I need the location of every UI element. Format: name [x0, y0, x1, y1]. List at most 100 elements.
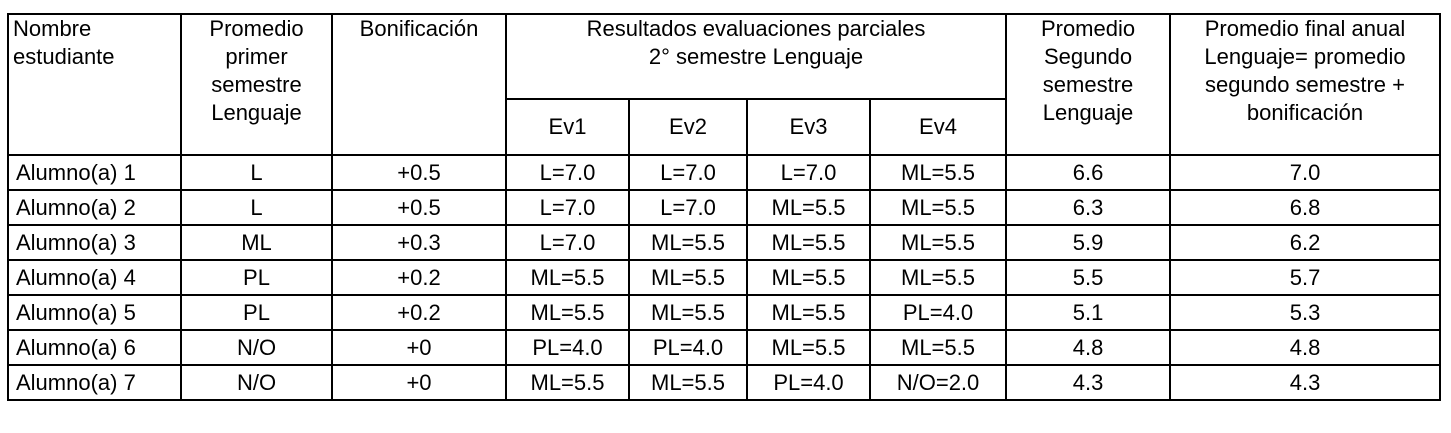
- second-semester-cell: 5.5: [1005, 259, 1172, 296]
- header-line: Lenguaje: [211, 100, 302, 125]
- ev1-cell: L=7.0: [505, 154, 630, 191]
- table-row: Alumno(a) 5 PL +0.2 ML=5.5 ML=5.5 ML=5.5…: [7, 294, 1442, 331]
- ev1-cell: ML=5.5: [505, 259, 630, 296]
- second-semester-cell: 4.8: [1005, 329, 1172, 366]
- table-row: Alumno(a) 7 N/O +0 ML=5.5 ML=5.5 PL=4.0 …: [7, 364, 1442, 401]
- table-body: Alumno(a) 1 L +0.5 L=7.0 L=7.0 L=7.0 ML=…: [7, 154, 1442, 401]
- first-semester-cell: N/O: [180, 329, 333, 366]
- header-first-semester-average: Promedio primer semestre Lenguaje: [180, 13, 333, 156]
- ev3-cell: ML=5.5: [746, 259, 871, 296]
- first-semester-cell: PL: [180, 259, 333, 296]
- header-ev4: Ev4: [868, 98, 1008, 156]
- first-semester-cell: ML: [180, 224, 333, 261]
- header-line: Nombre: [13, 16, 92, 41]
- table-row: Alumno(a) 6 N/O +0 PL=4.0 PL=4.0 ML=5.5 …: [7, 329, 1442, 366]
- bonus-cell: +0.3: [331, 224, 507, 261]
- final-average-cell: 4.8: [1169, 329, 1442, 366]
- grades-table: Nombre estudiante Promedio primer semest…: [7, 13, 1442, 401]
- header-line: Promedio: [209, 16, 304, 41]
- second-semester-cell: 6.6: [1005, 154, 1172, 191]
- ev4-cell: ML=5.5: [868, 224, 1008, 261]
- student-name-cell: Alumno(a) 7: [7, 364, 182, 401]
- second-semester-cell: 4.3: [1005, 364, 1172, 401]
- ev3-cell: L=7.0: [746, 154, 871, 191]
- table-row: Alumno(a) 1 L +0.5 L=7.0 L=7.0 L=7.0 ML=…: [7, 154, 1442, 191]
- student-name-cell: Alumno(a) 3: [7, 224, 182, 261]
- student-name-cell: Alumno(a) 6: [7, 329, 182, 366]
- header-student-name: Nombre estudiante: [7, 13, 182, 156]
- ev4-cell: ML=5.5: [868, 154, 1008, 191]
- header-line: 2° semestre Lenguaje: [648, 44, 864, 69]
- student-name-cell: Alumno(a) 2: [7, 189, 182, 226]
- ev2-cell: ML=5.5: [628, 259, 748, 296]
- student-name-cell: Alumno(a) 4: [7, 259, 182, 296]
- header-ev1: Ev1: [505, 98, 630, 156]
- ev4-cell: PL=4.0: [868, 294, 1008, 331]
- student-name-cell: Alumno(a) 5: [7, 294, 182, 331]
- header-line: Bonificación: [359, 16, 479, 41]
- ev3-cell: ML=5.5: [746, 189, 871, 226]
- ev4-cell: ML=5.5: [868, 259, 1008, 296]
- bonus-cell: +0.2: [331, 294, 507, 331]
- bonus-cell: +0: [331, 329, 507, 366]
- first-semester-cell: PL: [180, 294, 333, 331]
- ev1-cell: ML=5.5: [505, 364, 630, 401]
- final-average-cell: 5.7: [1169, 259, 1442, 296]
- header-line: Resultados evaluaciones parciales: [586, 16, 926, 41]
- header-line: Promedio final anual: [1204, 16, 1406, 41]
- first-semester-cell: L: [180, 189, 333, 226]
- header-ev3: Ev3: [746, 98, 871, 156]
- table-header: Nombre estudiante Promedio primer semest…: [7, 13, 1442, 156]
- second-semester-cell: 6.3: [1005, 189, 1172, 226]
- header-line: Segundo: [1043, 44, 1133, 69]
- ev4-cell: N/O=2.0: [868, 364, 1008, 401]
- bonus-cell: +0: [331, 364, 507, 401]
- table-row: Alumno(a) 4 PL +0.2 ML=5.5 ML=5.5 ML=5.5…: [7, 259, 1442, 296]
- ev2-cell: L=7.0: [628, 189, 748, 226]
- second-semester-cell: 5.9: [1005, 224, 1172, 261]
- final-average-cell: 6.8: [1169, 189, 1442, 226]
- header-row-evaluations: Ev1 Ev2 Ev3 Ev4: [8, 98, 1440, 156]
- final-average-cell: 7.0: [1169, 154, 1442, 191]
- header-line: semestre: [211, 72, 302, 97]
- ev3-cell: PL=4.0: [746, 364, 871, 401]
- final-average-cell: 6.2: [1169, 224, 1442, 261]
- ev3-cell: ML=5.5: [746, 294, 871, 331]
- ev1-cell: L=7.0: [505, 189, 630, 226]
- bonus-cell: +0.5: [331, 189, 507, 226]
- ev4-cell: ML=5.5: [868, 189, 1008, 226]
- header-line: semestre: [1042, 72, 1134, 97]
- header-line: primer: [225, 44, 288, 69]
- ev2-cell: PL=4.0: [628, 329, 748, 366]
- ev3-cell: ML=5.5: [746, 329, 871, 366]
- final-average-cell: 4.3: [1169, 364, 1442, 401]
- ev1-cell: ML=5.5: [505, 294, 630, 331]
- header-line: Promedio: [1040, 16, 1136, 41]
- header-line: Lenguaje: [1042, 100, 1134, 125]
- ev4-cell: ML=5.5: [868, 329, 1008, 366]
- second-semester-cell: 5.1: [1005, 294, 1172, 331]
- header-bonus: Bonificación: [331, 13, 507, 156]
- ev3-cell: ML=5.5: [746, 224, 871, 261]
- ev2-cell: ML=5.5: [628, 294, 748, 331]
- header-line: estudiante: [13, 44, 115, 69]
- student-name-cell: Alumno(a) 1: [7, 154, 182, 191]
- ev2-cell: ML=5.5: [628, 364, 748, 401]
- ev1-cell: L=7.0: [505, 224, 630, 261]
- header-line: segundo semestre +: [1205, 72, 1405, 97]
- ev2-cell: L=7.0: [628, 154, 748, 191]
- bonus-cell: +0.5: [331, 154, 507, 191]
- header-partial-evaluations: Resultados evaluaciones parciales 2° sem…: [504, 13, 1008, 100]
- table-row: Alumno(a) 2 L +0.5 L=7.0 L=7.0 ML=5.5 ML…: [7, 189, 1442, 226]
- first-semester-cell: L: [180, 154, 333, 191]
- header-final-annual-average: Promedio final anual Lenguaje= promedio …: [1169, 13, 1442, 156]
- header-second-semester-average: Promedio Segundo semestre Lenguaje: [1005, 13, 1172, 156]
- header-line: Lenguaje= promedio: [1204, 44, 1406, 69]
- bonus-cell: +0.2: [331, 259, 507, 296]
- table-row: Alumno(a) 3 ML +0.3 L=7.0 ML=5.5 ML=5.5 …: [7, 224, 1442, 261]
- ev2-cell: ML=5.5: [628, 224, 748, 261]
- first-semester-cell: N/O: [180, 364, 333, 401]
- header-ev2: Ev2: [628, 98, 748, 156]
- ev1-cell: PL=4.0: [505, 329, 630, 366]
- header-line: bonificación: [1246, 100, 1364, 125]
